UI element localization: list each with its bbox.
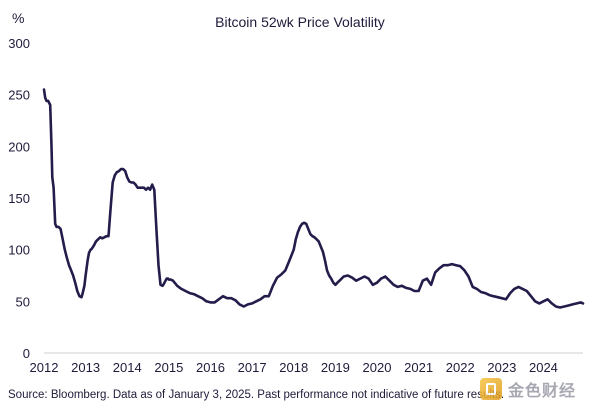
x-tick-label: 2024 (529, 360, 558, 375)
x-tick-label: 2022 (446, 360, 475, 375)
brand-logo-icon (480, 378, 502, 400)
y-tick-label: 300 (8, 36, 30, 51)
y-tick-label: 250 (8, 88, 30, 103)
source-note: Source: Bloomberg. Data as of January 3,… (8, 389, 505, 401)
plot-area (42, 88, 585, 354)
y-tick-label: 150 (8, 191, 30, 206)
chart-title: Bitcoin 52wk Price Volatility (215, 14, 385, 30)
x-tick-label: 2012 (30, 360, 59, 375)
y-tick-label: 100 (8, 243, 30, 258)
x-tick-label: 2021 (404, 360, 433, 375)
y-axis-ticks: 0 50 100 150 200 250 300 (8, 36, 30, 361)
x-tick-label: 2016 (196, 360, 225, 375)
x-tick-label: 2017 (238, 360, 267, 375)
watermark-text: 金色财经 (508, 383, 577, 400)
x-axis-ticks: 2012 2013 2014 2015 2016 2017 2018 2019 2020 2021… (30, 360, 558, 375)
x-tick-label: 2019 (321, 360, 350, 375)
x-tick-label: 2014 (113, 360, 142, 375)
y-tick-label: 50 (16, 294, 30, 309)
y-axis-unit-label: % (12, 10, 25, 26)
x-tick-label: 2015 (154, 360, 183, 375)
volatility-series-line (42, 88, 585, 309)
x-tick-label: 2020 (363, 360, 392, 375)
y-tick-label: 200 (8, 139, 30, 154)
x-tick-label: 2013 (71, 360, 100, 375)
x-tick-label: 2023 (487, 360, 516, 375)
x-tick-label: 2018 (279, 360, 308, 375)
y-tick-label: 0 (23, 346, 30, 361)
watermark: 金色财经 (480, 376, 595, 402)
